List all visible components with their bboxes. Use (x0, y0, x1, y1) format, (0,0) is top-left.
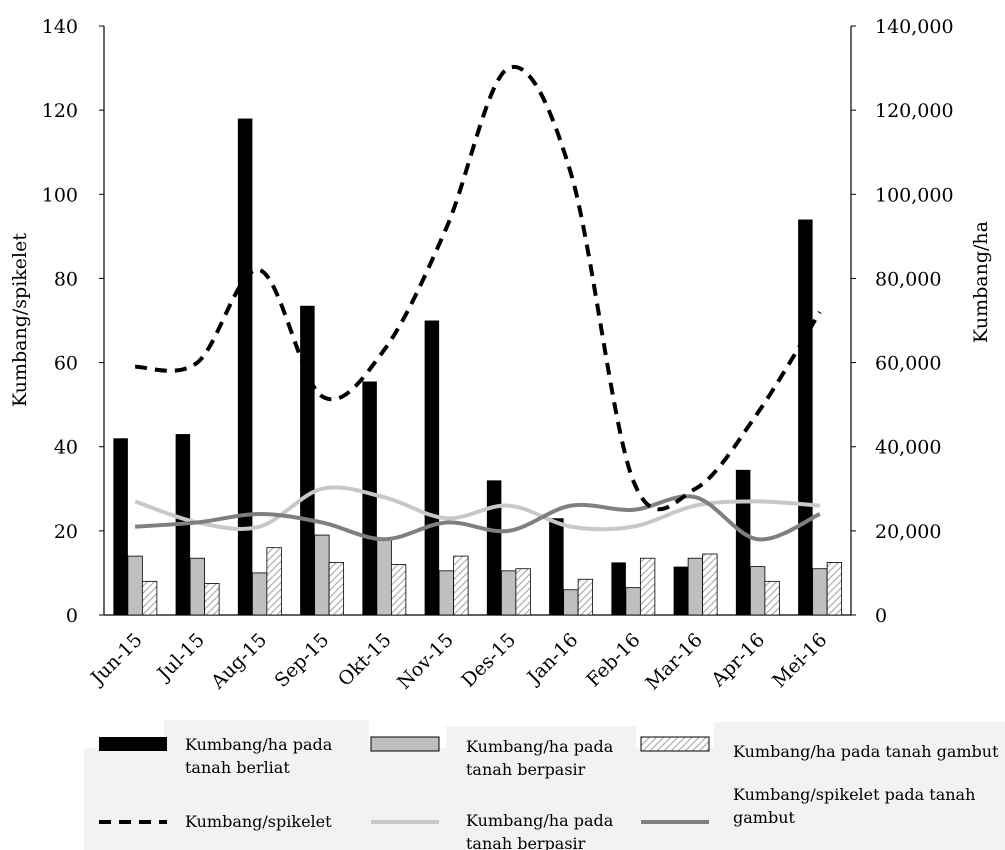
bar-peat-soil (764, 580, 780, 616)
x-tick-label: Sep-15 (270, 629, 333, 692)
y-left-tick-label: 120 (42, 100, 78, 122)
y-left-tick-label: 60 (54, 353, 78, 375)
legend-label: Kumbang/spikelet (185, 812, 332, 831)
legend-panel (84, 748, 1005, 850)
bar-clay-soil (237, 118, 253, 616)
x-tick-label: Mei-16 (768, 629, 831, 692)
x-tick-label: Okt-15 (334, 629, 396, 691)
line-spikelet (134, 64, 822, 512)
bar-peat-soil (204, 583, 220, 616)
legend-label: tanah berliat (185, 758, 290, 777)
x-tick-label: Jun-15 (85, 629, 146, 690)
line-peat-soil (134, 494, 821, 542)
bar-clay-soil (735, 469, 751, 615)
bar-clay-soil (798, 219, 813, 615)
axes (99, 25, 856, 616)
bar-sandy-soil (625, 587, 641, 616)
bar-sandy-soil (189, 557, 206, 616)
bar-sandy-soil (749, 566, 766, 616)
legend-label: Kumbang/spikelet pada tanah (733, 785, 975, 804)
x-tick-label: Jan-16 (522, 629, 583, 690)
bar-peat-soil (390, 564, 407, 616)
legend-swatch-bar-sandy (370, 736, 440, 752)
bar-sandy-soil (500, 570, 517, 616)
legend-label: Kumbang/ha pada (185, 735, 333, 754)
y-left-tick-label: 80 (54, 268, 78, 290)
y-left-tick-label: 20 (54, 521, 78, 543)
legend-swatch-bar-peat (640, 736, 710, 752)
bar-peat-soil (328, 562, 345, 616)
y-right-tick-label: 80,000 (875, 268, 941, 290)
bar-clay-soil (549, 518, 564, 615)
bar-clay-soil (113, 438, 128, 615)
x-tick-label: Nov-15 (393, 629, 458, 694)
y-right-tick-label: 100,000 (875, 184, 954, 206)
legend-label: Kumbang/ha pada tanah gambut (733, 742, 999, 761)
legend-background (84, 720, 1005, 850)
bar-peat-soil (141, 580, 158, 616)
y-left-tick-label: 100 (42, 184, 78, 206)
y-right-tick-label: 0 (875, 605, 887, 627)
bar-peat-soil (266, 547, 282, 616)
legend-label: tanah berpasir (466, 760, 586, 779)
y-right-tick-label: 60,000 (875, 353, 941, 375)
bar-peat-soil (702, 553, 718, 616)
bar-clay-soil (300, 305, 315, 615)
x-tick-label: Feb-16 (582, 629, 644, 691)
bar-peat-soil (515, 568, 531, 616)
bar-peat-soil (453, 555, 469, 616)
legend-panel (164, 720, 369, 750)
y-axis-right-title: Kumbang/ha (970, 221, 992, 343)
bar-sandy-soil (376, 538, 392, 616)
y-right-tick-label: 120,000 (875, 100, 954, 122)
y-right-tick-label: 140,000 (875, 16, 954, 38)
x-tick-label: Mar-16 (642, 629, 707, 694)
y-right-tick-label: 40,000 (875, 437, 941, 459)
legend: Kumbang/ha pada tanah berliat Kumbang/ha p… (99, 735, 999, 850)
bar-sandy-soil (251, 572, 268, 616)
legend-panel (446, 726, 636, 750)
y-left-tick-label: 40 (54, 437, 78, 459)
x-tick-label: Des-15 (457, 629, 520, 692)
legend-label: Kumbang/ha pada (466, 737, 614, 756)
line-series (134, 64, 822, 542)
y-left-tick-label: 0 (66, 605, 78, 627)
bar-peat-soil (639, 557, 656, 616)
legend-label: Kumbang/ha pada (466, 811, 614, 830)
bar-sandy-soil (812, 568, 828, 616)
bar-sandy-soil (314, 534, 330, 616)
bar-clay-soil (486, 480, 502, 615)
bar-clay-soil (362, 381, 377, 615)
x-tick-label: Aug-15 (206, 629, 271, 694)
bar-clay-soil (424, 320, 440, 615)
bar-sandy-soil (687, 557, 704, 616)
x-tick-label: Apr-16 (707, 629, 770, 692)
y-left-tick-label: 140 (42, 16, 78, 38)
legend-label: tanah berpasir (466, 834, 586, 850)
legend-label: gambut (733, 808, 796, 827)
bar-sandy-soil (127, 555, 143, 616)
bar-clay-soil (673, 566, 689, 615)
bar-peat-soil (826, 562, 843, 616)
x-tick-label: Jul-15 (152, 629, 209, 686)
bar-sandy-soil (563, 589, 579, 616)
bar-sandy-soil (438, 570, 455, 616)
y-axis-left-title: Kumbang/spikelet (9, 233, 31, 407)
bar-clay-soil (611, 562, 626, 615)
y-right-tick-label: 20,000 (875, 521, 941, 543)
bar-series (113, 118, 843, 616)
line-sandy-soil (134, 485, 821, 532)
legend-swatch-bar-clay (99, 737, 167, 751)
bar-peat-soil (577, 578, 594, 616)
legend-panel (714, 722, 1005, 750)
